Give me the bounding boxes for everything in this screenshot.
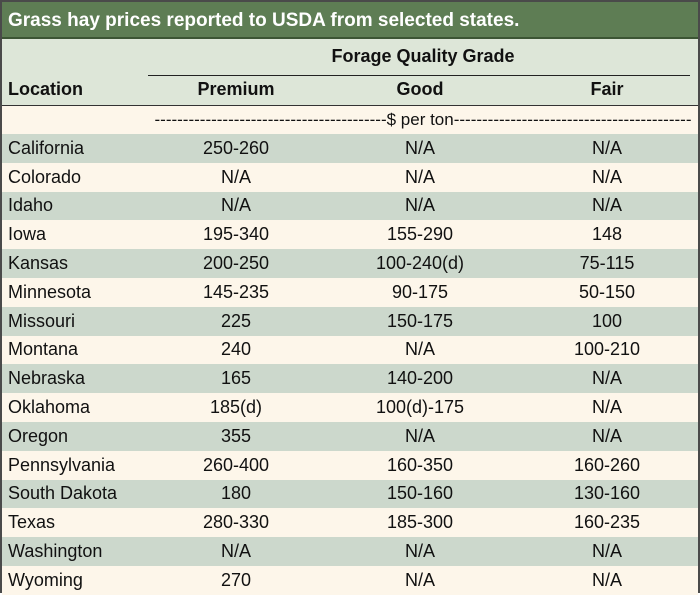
location-cell: Minnesota [2,277,148,307]
table-row: Nebraska 165 140-200 N/A [2,364,698,394]
location-cell: Missouri [2,306,148,336]
table-row: Iowa 195-340 155-290 148 [2,220,698,250]
premium-cell: 165 [148,364,324,394]
location-cell: California [2,134,148,163]
location-cell: Colorado [2,162,148,192]
location-cell: Idaho [2,191,148,221]
fair-cell: 100-210 [516,335,698,365]
table-row: Kansas 200-250 100-240(d) 75-115 [2,249,698,278]
table-row: Wyoming 270 N/A N/A [2,565,698,595]
fair-cell: N/A [516,565,698,595]
location-cell: South Dakota [2,479,148,509]
premium-cell: 270 [148,565,324,595]
good-cell: 160-350 [324,450,516,480]
good-cell: N/A [324,162,516,192]
good-cell: N/A [324,335,516,365]
good-cell: 150-175 [324,306,516,336]
good-column-header: Good [396,79,444,99]
table-row: Washington N/A N/A N/A [2,537,698,566]
location-column-header: Location [8,79,83,99]
table-header: Forage Quality Grade Location Premium Go… [2,39,698,106]
table-row: Idaho N/A N/A N/A [2,191,698,221]
location-cell: Pennsylvania [2,450,148,480]
good-cell: 90-175 [324,277,516,307]
fair-cell: N/A [516,134,698,163]
premium-cell: 195-340 [148,220,324,250]
premium-cell: 200-250 [148,249,324,278]
location-cell: Nebraska [2,364,148,394]
good-cell: 150-160 [324,479,516,509]
location-cell: Oregon [2,421,148,451]
table-row: Texas 280-330 185-300 160-235 [2,508,698,538]
premium-cell: 280-330 [148,508,324,538]
table-row: Oklahoma 185(d) 100(d)-175 N/A [2,393,698,422]
location-cell: Texas [2,508,148,538]
table-row: Pennsylvania 260-400 160-350 160-260 [2,450,698,480]
good-cell: 100-240(d) [324,249,516,278]
premium-cell: 260-400 [148,450,324,480]
table-row: Missouri 225 150-175 100 [2,306,698,336]
table-row: Colorado N/A N/A N/A [2,162,698,192]
fair-column-header: Fair [590,79,624,99]
table-row: Minnesota 145-235 90-175 50-150 [2,277,698,307]
forage-quality-grade-label: Forage Quality Grade [331,46,515,66]
fair-cell: 75-115 [516,249,698,278]
location-cell: Wyoming [2,565,148,595]
good-cell: 155-290 [324,220,516,250]
good-cell: N/A [324,191,516,221]
fair-cell: N/A [516,191,698,221]
location-cell: Iowa [2,220,148,250]
fair-cell: 148 [516,220,698,250]
good-cell: N/A [324,421,516,451]
fair-cell: N/A [516,537,698,566]
price-table: California 250-260 N/A N/A Colorado N/A N/A N/A… [2,134,698,595]
good-cell: N/A [324,537,516,566]
table-row: Oregon 355 N/A N/A [2,421,698,451]
table-title: Grass hay prices reported to USDA from s… [2,2,698,39]
table-row: South Dakota 180 150-160 130-160 [2,479,698,509]
good-cell: N/A [324,565,516,595]
good-cell: 140-200 [324,364,516,394]
premium-cell: 240 [148,335,324,365]
good-cell: 185-300 [324,508,516,538]
good-cell: N/A [324,134,516,163]
group-header-rule [148,75,690,76]
premium-cell: N/A [148,191,324,221]
premium-cell: 145-235 [148,277,324,307]
premium-cell: N/A [148,162,324,192]
location-cell: Oklahoma [2,393,148,422]
good-cell: 100(d)-175 [324,393,516,422]
price-table-body: California 250-260 N/A N/A Colorado N/A N/A N/A… [2,134,698,595]
table-row: Montana 240 N/A 100-210 [2,335,698,365]
location-cell: Kansas [2,249,148,278]
table-row: California 250-260 N/A N/A [2,134,698,163]
premium-cell: 355 [148,421,324,451]
premium-cell: N/A [148,537,324,566]
fair-cell: 100 [516,306,698,336]
fair-cell: 160-235 [516,508,698,538]
fair-cell: 160-260 [516,450,698,480]
premium-cell: 225 [148,306,324,336]
fair-cell: N/A [516,162,698,192]
fair-cell: N/A [516,421,698,451]
header-bottom-rule [2,105,698,106]
fair-cell: N/A [516,364,698,394]
fair-cell: 50-150 [516,277,698,307]
premium-column-header: Premium [197,79,275,99]
location-cell: Washington [2,537,148,566]
fair-cell: 130-160 [516,479,698,509]
premium-cell: 250-260 [148,134,324,163]
fair-cell: N/A [516,393,698,422]
premium-cell: 185(d) [148,393,324,422]
premium-cell: 180 [148,479,324,509]
location-cell: Montana [2,335,148,365]
units-row: ----------------------------------------… [2,106,698,134]
